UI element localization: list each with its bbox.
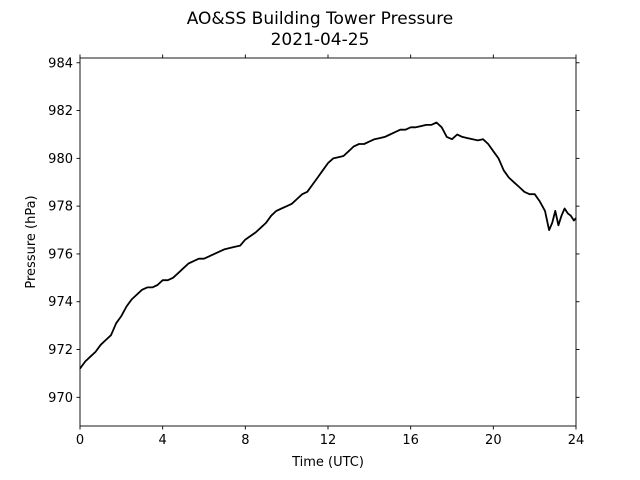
axis-ticks: 0 4 8 12 16 20 24 970 972 974 976 978 980 982 984 [48, 54, 585, 448]
x-tick-label: 24 [568, 433, 585, 448]
x-tick-label: 12 [320, 433, 337, 448]
x-tick-label: 16 [402, 433, 419, 448]
y-axis-label: Pressure (hPa) [24, 195, 39, 288]
y-tick-label: 970 [48, 391, 73, 406]
x-axis-label: Time (UTC) [291, 455, 364, 470]
x-tick-label: 4 [159, 433, 167, 448]
y-tick-label: 980 [48, 152, 73, 167]
y-tick-label: 974 [48, 295, 73, 310]
y-tick-label: 972 [48, 343, 73, 358]
x-tick-label: 20 [485, 433, 502, 448]
y-tick-label: 982 [48, 104, 73, 119]
x-tick-label: 8 [241, 433, 249, 448]
plot-frame [79, 57, 577, 427]
y-tick-label: 978 [48, 200, 73, 215]
chart-subtitle: 2021-04-25 [271, 30, 370, 50]
pressure-series-line [79, 121, 577, 370]
x-tick-label: 0 [76, 433, 84, 448]
y-tick-label: 976 [48, 247, 73, 262]
y-tick-label: 984 [48, 56, 73, 71]
chart-title: AO&SS Building Tower Pressure [187, 9, 454, 29]
